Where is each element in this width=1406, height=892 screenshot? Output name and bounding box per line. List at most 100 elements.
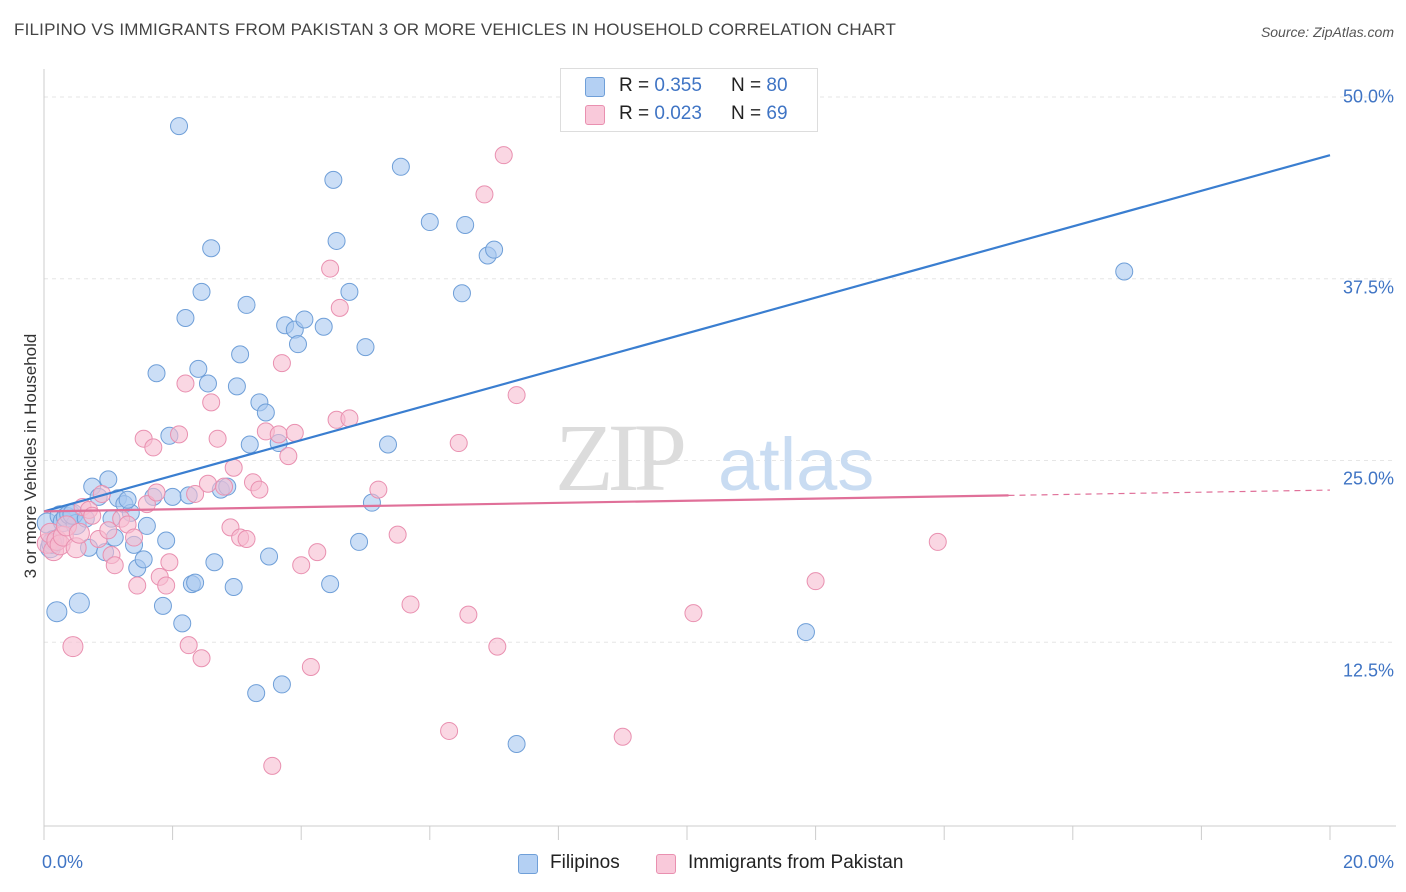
filipinos-point	[147, 364, 166, 383]
filipinos-point	[796, 623, 815, 642]
pakistan-point	[459, 605, 478, 624]
filipinos-point	[227, 377, 246, 396]
watermark-zip: ZIP	[555, 404, 684, 511]
filipinos-point	[68, 592, 90, 614]
pakistan-point	[68, 522, 90, 544]
filipinos-point	[272, 675, 291, 694]
pakistan-point	[144, 438, 163, 457]
legend-r-label: R =	[619, 103, 650, 124]
filipinos-point	[118, 490, 137, 509]
filipinos-point	[420, 213, 439, 232]
pakistan-point	[176, 374, 195, 393]
pakistan-point	[208, 429, 227, 448]
filipinos-point	[157, 531, 176, 550]
filipinos-point	[340, 282, 359, 301]
pakistan-point	[279, 447, 298, 466]
filipinos-point	[237, 295, 256, 314]
filipinos-point	[163, 487, 182, 506]
pakistan-point	[308, 543, 327, 562]
filipinos-point	[240, 435, 259, 454]
pakistan-point	[137, 495, 156, 514]
pakistan-point	[147, 483, 166, 502]
pakistan-swatch	[585, 105, 605, 125]
legend-n-label: N =	[731, 103, 762, 124]
legend-r-value: 0.023	[654, 103, 702, 124]
pakistan-point	[186, 484, 205, 503]
filipinos-point	[247, 684, 266, 703]
pakistan-trend-line	[43, 494, 1009, 513]
filipinos-point	[256, 403, 275, 422]
y-tick-label-37-5: 37.5%	[1342, 277, 1394, 298]
filipinos-point	[485, 240, 504, 259]
filipinos-point	[452, 284, 471, 303]
series-legend: Filipinos Immigrants from Pakistan	[0, 852, 1406, 878]
source-label: Source: ZipAtlas.com	[1260, 24, 1394, 40]
x-tick-label-min: 0.0%	[42, 852, 84, 872]
correlation-legend: R = 0.355 N = 80 R = 0.023 N = 69	[560, 68, 818, 132]
pakistan-point	[388, 525, 407, 544]
x-tick-label-max: 20.0%	[1342, 852, 1394, 872]
filipinos-point	[321, 575, 340, 594]
pakistan-point	[440, 721, 459, 740]
filipinos-point	[324, 170, 343, 189]
pakistan-point	[684, 604, 703, 623]
pakistan-point	[285, 423, 304, 442]
pakistan-swatch	[656, 854, 676, 874]
pakistan-point	[215, 477, 234, 496]
filipinos-point	[507, 735, 526, 754]
pakistan-point	[292, 556, 311, 575]
filipinos-point	[327, 231, 346, 250]
pakistan-point	[237, 530, 256, 549]
filipinos-point	[456, 215, 475, 234]
pakistan-point	[128, 576, 147, 595]
filipinos-point	[205, 553, 224, 572]
pakistan-point	[202, 393, 221, 412]
data-points	[36, 117, 1134, 775]
pakistan-point	[269, 425, 288, 444]
legend-label-filipinos: Filipinos	[550, 852, 620, 873]
legend-r-label: R =	[619, 75, 650, 96]
y-tick-label-50: 50.0%	[1342, 86, 1394, 107]
legend-r-value: 0.355	[654, 75, 702, 96]
pakistan-point	[613, 727, 632, 746]
pakistan-point	[301, 657, 320, 676]
filipinos-point	[295, 310, 314, 329]
filipinos-point	[224, 577, 243, 596]
y-tick-label-12-5: 12.5%	[1342, 660, 1394, 681]
filipinos-point	[260, 547, 279, 566]
filipinos-point	[202, 239, 221, 258]
pakistan-point	[263, 756, 282, 775]
filipinos-point	[314, 317, 333, 336]
filipinos-point	[379, 435, 398, 454]
pakistan-point	[160, 553, 179, 572]
filipinos-point	[170, 117, 189, 136]
chart-title: FILIPINO VS IMMIGRANTS FROM PAKISTAN 3 O…	[14, 20, 897, 39]
pakistan-point	[198, 474, 217, 493]
y-tick-label-25: 25.0%	[1342, 468, 1394, 489]
watermark-atlas: atlas	[718, 423, 874, 506]
legend-n-value: 69	[766, 103, 788, 124]
filipinos-point	[356, 338, 375, 357]
filipinos-point	[192, 282, 211, 301]
trend-lines	[43, 154, 1331, 513]
filipinos-point	[46, 601, 68, 623]
filipinos-swatch	[518, 854, 538, 874]
filipinos-point	[231, 345, 250, 364]
filipinos-point	[1115, 262, 1134, 281]
pakistan-point	[157, 576, 176, 595]
filipinos-point	[350, 532, 369, 551]
filipinos-point	[173, 614, 192, 633]
pakistan-point	[475, 185, 494, 204]
pakistan-point	[179, 636, 198, 655]
filipinos-point	[391, 157, 410, 176]
legend-n-value: 80	[766, 75, 788, 96]
pakistan-point	[105, 556, 124, 575]
pakistan-point	[507, 386, 526, 405]
pakistan-point	[494, 146, 513, 165]
pakistan-point	[272, 354, 291, 373]
pakistan-point	[321, 259, 340, 278]
axes	[43, 69, 1396, 840]
pakistan-point	[170, 425, 189, 444]
pakistan-point	[330, 298, 349, 317]
